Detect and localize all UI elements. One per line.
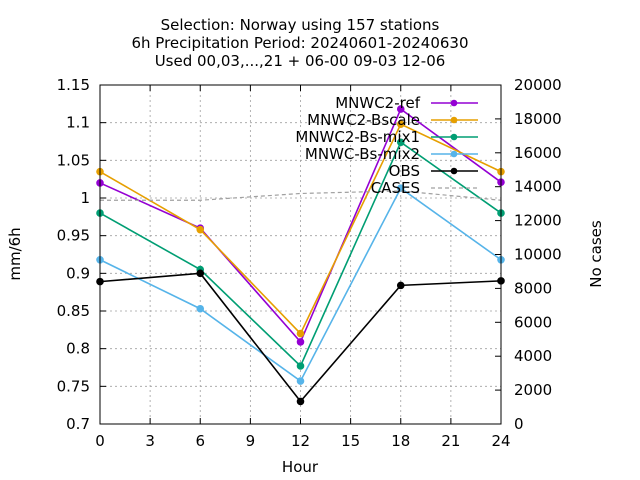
y-tick-label: 0.7 bbox=[66, 415, 90, 433]
data-point-mnwc2-bscale bbox=[296, 329, 305, 338]
x-tick-label: 15 bbox=[341, 432, 360, 450]
y2-tick-label: 16000 bbox=[514, 144, 562, 162]
legend-label: MNWC2-Bs-mix1 bbox=[295, 128, 420, 146]
legend-marker bbox=[450, 150, 458, 158]
legend-marker bbox=[450, 167, 458, 175]
data-point-mnwc2-ref bbox=[296, 338, 305, 346]
x-tick-label: 0 bbox=[95, 432, 105, 450]
legend-entry-mnwc2-ref: MNWC2-ref bbox=[335, 94, 478, 112]
legend-label: MNWC-Bs-mix2 bbox=[305, 145, 420, 163]
x-tick-label: 12 bbox=[291, 432, 310, 450]
data-point-obs bbox=[396, 281, 405, 290]
x-tick-label: 6 bbox=[195, 432, 205, 450]
x-tick-label: 9 bbox=[246, 432, 256, 450]
y2-tick-label: 0 bbox=[514, 415, 524, 433]
title-line-2: 6h Precipitation Period: 20240601-202406… bbox=[131, 34, 468, 52]
y-tick-label: 0.8 bbox=[66, 340, 90, 358]
legend-entry-mnwc2-bscale: MNWC2-Bscale bbox=[307, 111, 478, 129]
y2-axis-label: No cases bbox=[587, 220, 605, 288]
data-point-mnwc2-ref bbox=[396, 105, 405, 113]
grid bbox=[100, 85, 501, 424]
legend-label: MNWC2-ref bbox=[335, 94, 420, 112]
axis-ticks: 0 3 6 9 12 15 18 21 24 0.7 0.75 0.8 0.85 0.9 0.95 1 1.05… bbox=[57, 76, 562, 450]
data-point-obs bbox=[196, 269, 205, 278]
data-point-mnwc2-bs-mix1 bbox=[396, 138, 405, 147]
legend-entry-mnwc2-bs-mix1: MNWC2-Bs-mix1 bbox=[295, 128, 478, 146]
y2-tick-label: 4000 bbox=[514, 347, 552, 365]
y2-tick-label: 8000 bbox=[514, 279, 552, 297]
data-point-obs bbox=[296, 397, 305, 406]
y-tick-label: 1.15 bbox=[57, 76, 90, 94]
y2-tick-label: 10000 bbox=[514, 246, 562, 264]
y-tick-label: 0.9 bbox=[66, 264, 90, 282]
legend-entry-cases: CASES bbox=[371, 179, 478, 197]
legend-marker bbox=[450, 116, 458, 124]
legend-label: CASES bbox=[371, 179, 420, 197]
series-mnwc2-bscale bbox=[96, 120, 505, 338]
legend-label: OBS bbox=[389, 162, 420, 180]
legend: MNWC2-refMNWC2-BscaleMNWC2-Bs-mix1MNWC-B… bbox=[295, 94, 478, 197]
y-tick-label: 0.85 bbox=[57, 302, 90, 320]
x-tick-label: 18 bbox=[391, 432, 410, 450]
series-line-cases bbox=[100, 190, 502, 201]
legend-marker bbox=[450, 133, 458, 141]
data-point-mnwc2-bscale bbox=[396, 120, 405, 128]
y2-tick-label: 6000 bbox=[514, 313, 552, 331]
y-tick-label: 1.05 bbox=[57, 151, 90, 169]
title-line-3: Used 00,03,...,21 + 06-00 09-03 12-06 bbox=[155, 52, 446, 70]
y2-tick-label: 18000 bbox=[514, 110, 562, 128]
x-axis-label: Hour bbox=[282, 458, 319, 476]
y2-tick-label: 12000 bbox=[514, 212, 562, 230]
y-tick-label: 1 bbox=[80, 189, 90, 207]
y2-tick-label: 20000 bbox=[514, 76, 562, 94]
legend-marker bbox=[450, 99, 458, 107]
title-line-1: Selection: Norway using 157 stations bbox=[161, 16, 440, 34]
series-cases bbox=[100, 190, 502, 201]
data-point-mnwc2-bs-mix1 bbox=[296, 362, 305, 370]
y2-tick-label: 2000 bbox=[514, 381, 552, 399]
series-mnwc-bs-mix2 bbox=[96, 184, 505, 385]
series-layer bbox=[96, 105, 505, 406]
x-tick-label: 3 bbox=[145, 432, 155, 450]
y-tick-label: 0.75 bbox=[57, 377, 90, 395]
x-tick-label: 24 bbox=[491, 432, 510, 450]
data-point-mnwc-bs-mix2 bbox=[296, 377, 305, 385]
legend-entry-obs: OBS bbox=[389, 162, 478, 180]
y-tick-label: 0.95 bbox=[57, 227, 90, 245]
series-line-mnwc-bs-mix2 bbox=[99, 187, 502, 383]
legend-label: MNWC2-Bscale bbox=[307, 111, 420, 129]
x-tick-label: 21 bbox=[441, 432, 460, 450]
chart-title: Selection: Norway using 157 stations 6h … bbox=[131, 16, 468, 70]
data-point-mnwc2-bscale bbox=[196, 225, 205, 234]
y2-tick-label: 14000 bbox=[514, 178, 562, 196]
y-axis-label: mm/6h bbox=[6, 227, 24, 280]
data-point-mnwc-bs-mix2 bbox=[196, 304, 205, 313]
y-tick-label: 1.1 bbox=[66, 114, 90, 132]
legend-entry-mnwc-bs-mix2: MNWC-Bs-mix2 bbox=[305, 145, 478, 163]
